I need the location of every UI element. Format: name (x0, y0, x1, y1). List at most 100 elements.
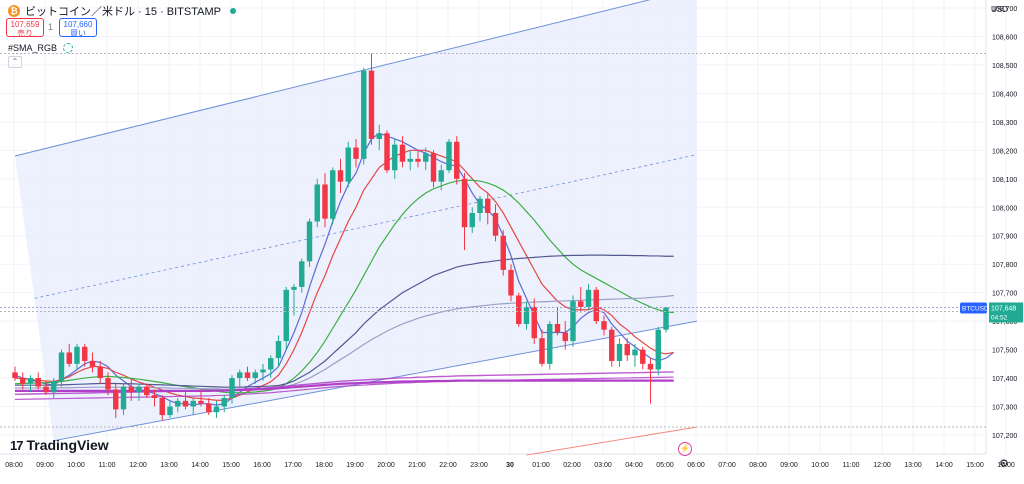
candle-body (415, 158, 421, 162)
time-tick-label: 16:00 (997, 462, 1015, 469)
gear-icon[interactable]: ⚙ (999, 458, 1009, 470)
candle-body (523, 306, 530, 324)
candle-body (601, 321, 607, 330)
time-tick-label: 04:00 (625, 462, 643, 469)
candle-body (291, 286, 297, 290)
candle-body (322, 184, 328, 219)
time-tick-label: 18:00 (315, 462, 333, 469)
sma-line-4 (15, 254, 674, 388)
candle-body (345, 147, 351, 182)
time-tick-label: 12:00 (129, 462, 147, 469)
time-tick-label: 22:00 (439, 462, 457, 469)
price-tick-label: 108,500 (992, 63, 1017, 70)
candle-body (113, 389, 119, 410)
candle-body (268, 358, 274, 370)
indicator-legend[interactable]: #SMA_RGB (8, 43, 74, 53)
candle-body (74, 346, 80, 364)
candle-body (531, 306, 537, 339)
buy-button[interactable]: 107,660 買い (59, 18, 97, 38)
price-tick-label: 107,900 (992, 234, 1017, 241)
tradingview-logo[interactable]: 17 TradingView (10, 437, 109, 453)
time-tick-label: 13:00 (904, 462, 922, 469)
candle-body (554, 323, 561, 333)
sell-button[interactable]: 107,659 売り (6, 18, 44, 38)
candle-body (361, 70, 367, 159)
candle-body (306, 221, 313, 262)
symbol-title[interactable]: ビットコイン／米ドル · 15 · BITSTAMP (25, 6, 221, 18)
time-tick-label: 14:00 (191, 462, 209, 469)
future-trend-line (526, 426, 698, 456)
candles (12, 53, 669, 421)
price-tick-label: 107,800 (992, 262, 1017, 269)
price-tick-label: 108,600 (992, 34, 1017, 41)
time-tick-label: 09:00 (780, 462, 798, 469)
candle-body (430, 153, 437, 182)
candle-body (593, 289, 599, 322)
indicator-name[interactable]: #SMA_RGB (8, 43, 58, 53)
candle-body (399, 144, 406, 162)
candle-body (547, 323, 553, 364)
price-tick-label: 107,200 (992, 433, 1017, 440)
candle-body (477, 198, 483, 213)
time-tick-label: 15:00 (222, 462, 240, 469)
candle-body (438, 170, 444, 182)
candle-body (516, 295, 522, 324)
time-tick-label: 19:00 (346, 462, 364, 469)
candle-body (330, 170, 336, 219)
candle-body (89, 360, 96, 367)
time-tick-label: 02:00 (563, 462, 581, 469)
channel-upper-line (14, 0, 651, 157)
candle-body (562, 332, 568, 342)
candle-body (221, 397, 227, 407)
lightning-icon[interactable]: ⚡ (678, 442, 692, 456)
price-tag (989, 302, 1023, 323)
candle-body (283, 289, 289, 342)
candle-body (640, 349, 646, 364)
currency-label[interactable]: USD (991, 5, 1008, 14)
candle-body (384, 133, 390, 171)
annotations: BTCUSD 107,648 04:52 (0, 53, 1023, 456)
candle-body (423, 153, 429, 162)
candle-body (539, 338, 545, 364)
time-tick-label: 08:00 (749, 462, 767, 469)
candle-body (198, 400, 204, 404)
time-tick-label: 14:00 (935, 462, 953, 469)
time-tick-label: 12:00 (873, 462, 891, 469)
candle-body (260, 369, 266, 373)
candle-body (58, 352, 65, 381)
candle-body (492, 212, 499, 236)
price-tick-label: 107,500 (992, 348, 1017, 355)
price-tick-label: 107,400 (992, 376, 1017, 383)
candle-body (446, 141, 452, 171)
candle-body (237, 372, 243, 379)
candle-body (12, 372, 18, 379)
candle-body (105, 378, 111, 390)
candle-body (213, 406, 220, 413)
market-open-icon (229, 8, 236, 14)
regression-channel (14, 0, 698, 442)
candle-body (159, 397, 165, 416)
candle-body (337, 170, 344, 182)
candle-body (353, 147, 359, 159)
candle-body (616, 343, 623, 361)
candle-body (624, 343, 630, 356)
candle-body (275, 341, 282, 359)
candle-body (66, 352, 72, 364)
candle-body (97, 366, 103, 379)
price-tick-label: 108,100 (992, 177, 1017, 184)
collapse-legend-button[interactable]: ⌃ (8, 56, 22, 68)
candle-body (500, 235, 506, 270)
candle-body (27, 378, 34, 384)
bitcoin-icon: ₿ (8, 5, 20, 17)
price-tick-label: 108,300 (992, 120, 1017, 127)
symbol-tag (960, 302, 987, 314)
time-tick-label: 01:00 (532, 462, 550, 469)
candle-body (461, 178, 468, 228)
candle-body (20, 378, 26, 384)
time-tick-label: 17:00 (284, 462, 302, 469)
price-tag-countdown: 04:52 (991, 314, 1008, 321)
logo-text: TradingView (26, 437, 109, 453)
symbol-legend[interactable]: ₿ ビットコイン／米ドル · 15 · BITSTAMP (8, 3, 236, 19)
candle-body (206, 403, 212, 413)
